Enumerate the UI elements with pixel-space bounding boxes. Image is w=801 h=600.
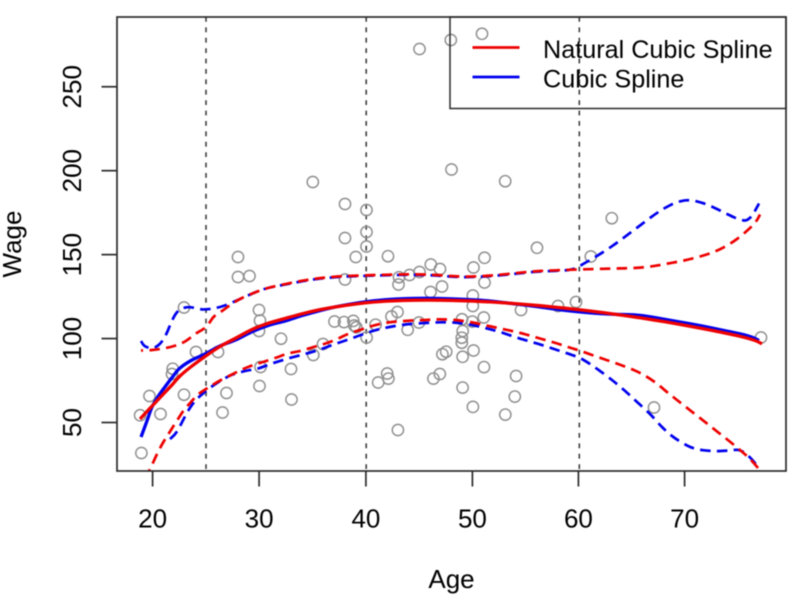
svg-text:70: 70 [670, 504, 699, 534]
svg-text:20: 20 [138, 504, 167, 534]
svg-text:200: 200 [57, 149, 87, 192]
svg-text:250: 250 [57, 65, 87, 108]
svg-text:30: 30 [245, 504, 274, 534]
svg-text:Cubic Spline: Cubic Spline [543, 66, 684, 94]
svg-text:150: 150 [57, 233, 87, 276]
svg-text:40: 40 [351, 504, 380, 534]
svg-text:Wage: Wage [0, 211, 27, 278]
svg-text:60: 60 [564, 504, 593, 534]
svg-text:100: 100 [57, 317, 87, 360]
svg-text:50: 50 [458, 504, 487, 534]
svg-text:Age: Age [428, 564, 474, 594]
svg-text:Natural Cubic Spline: Natural Cubic Spline [543, 36, 773, 64]
svg-text:50: 50 [57, 408, 87, 437]
